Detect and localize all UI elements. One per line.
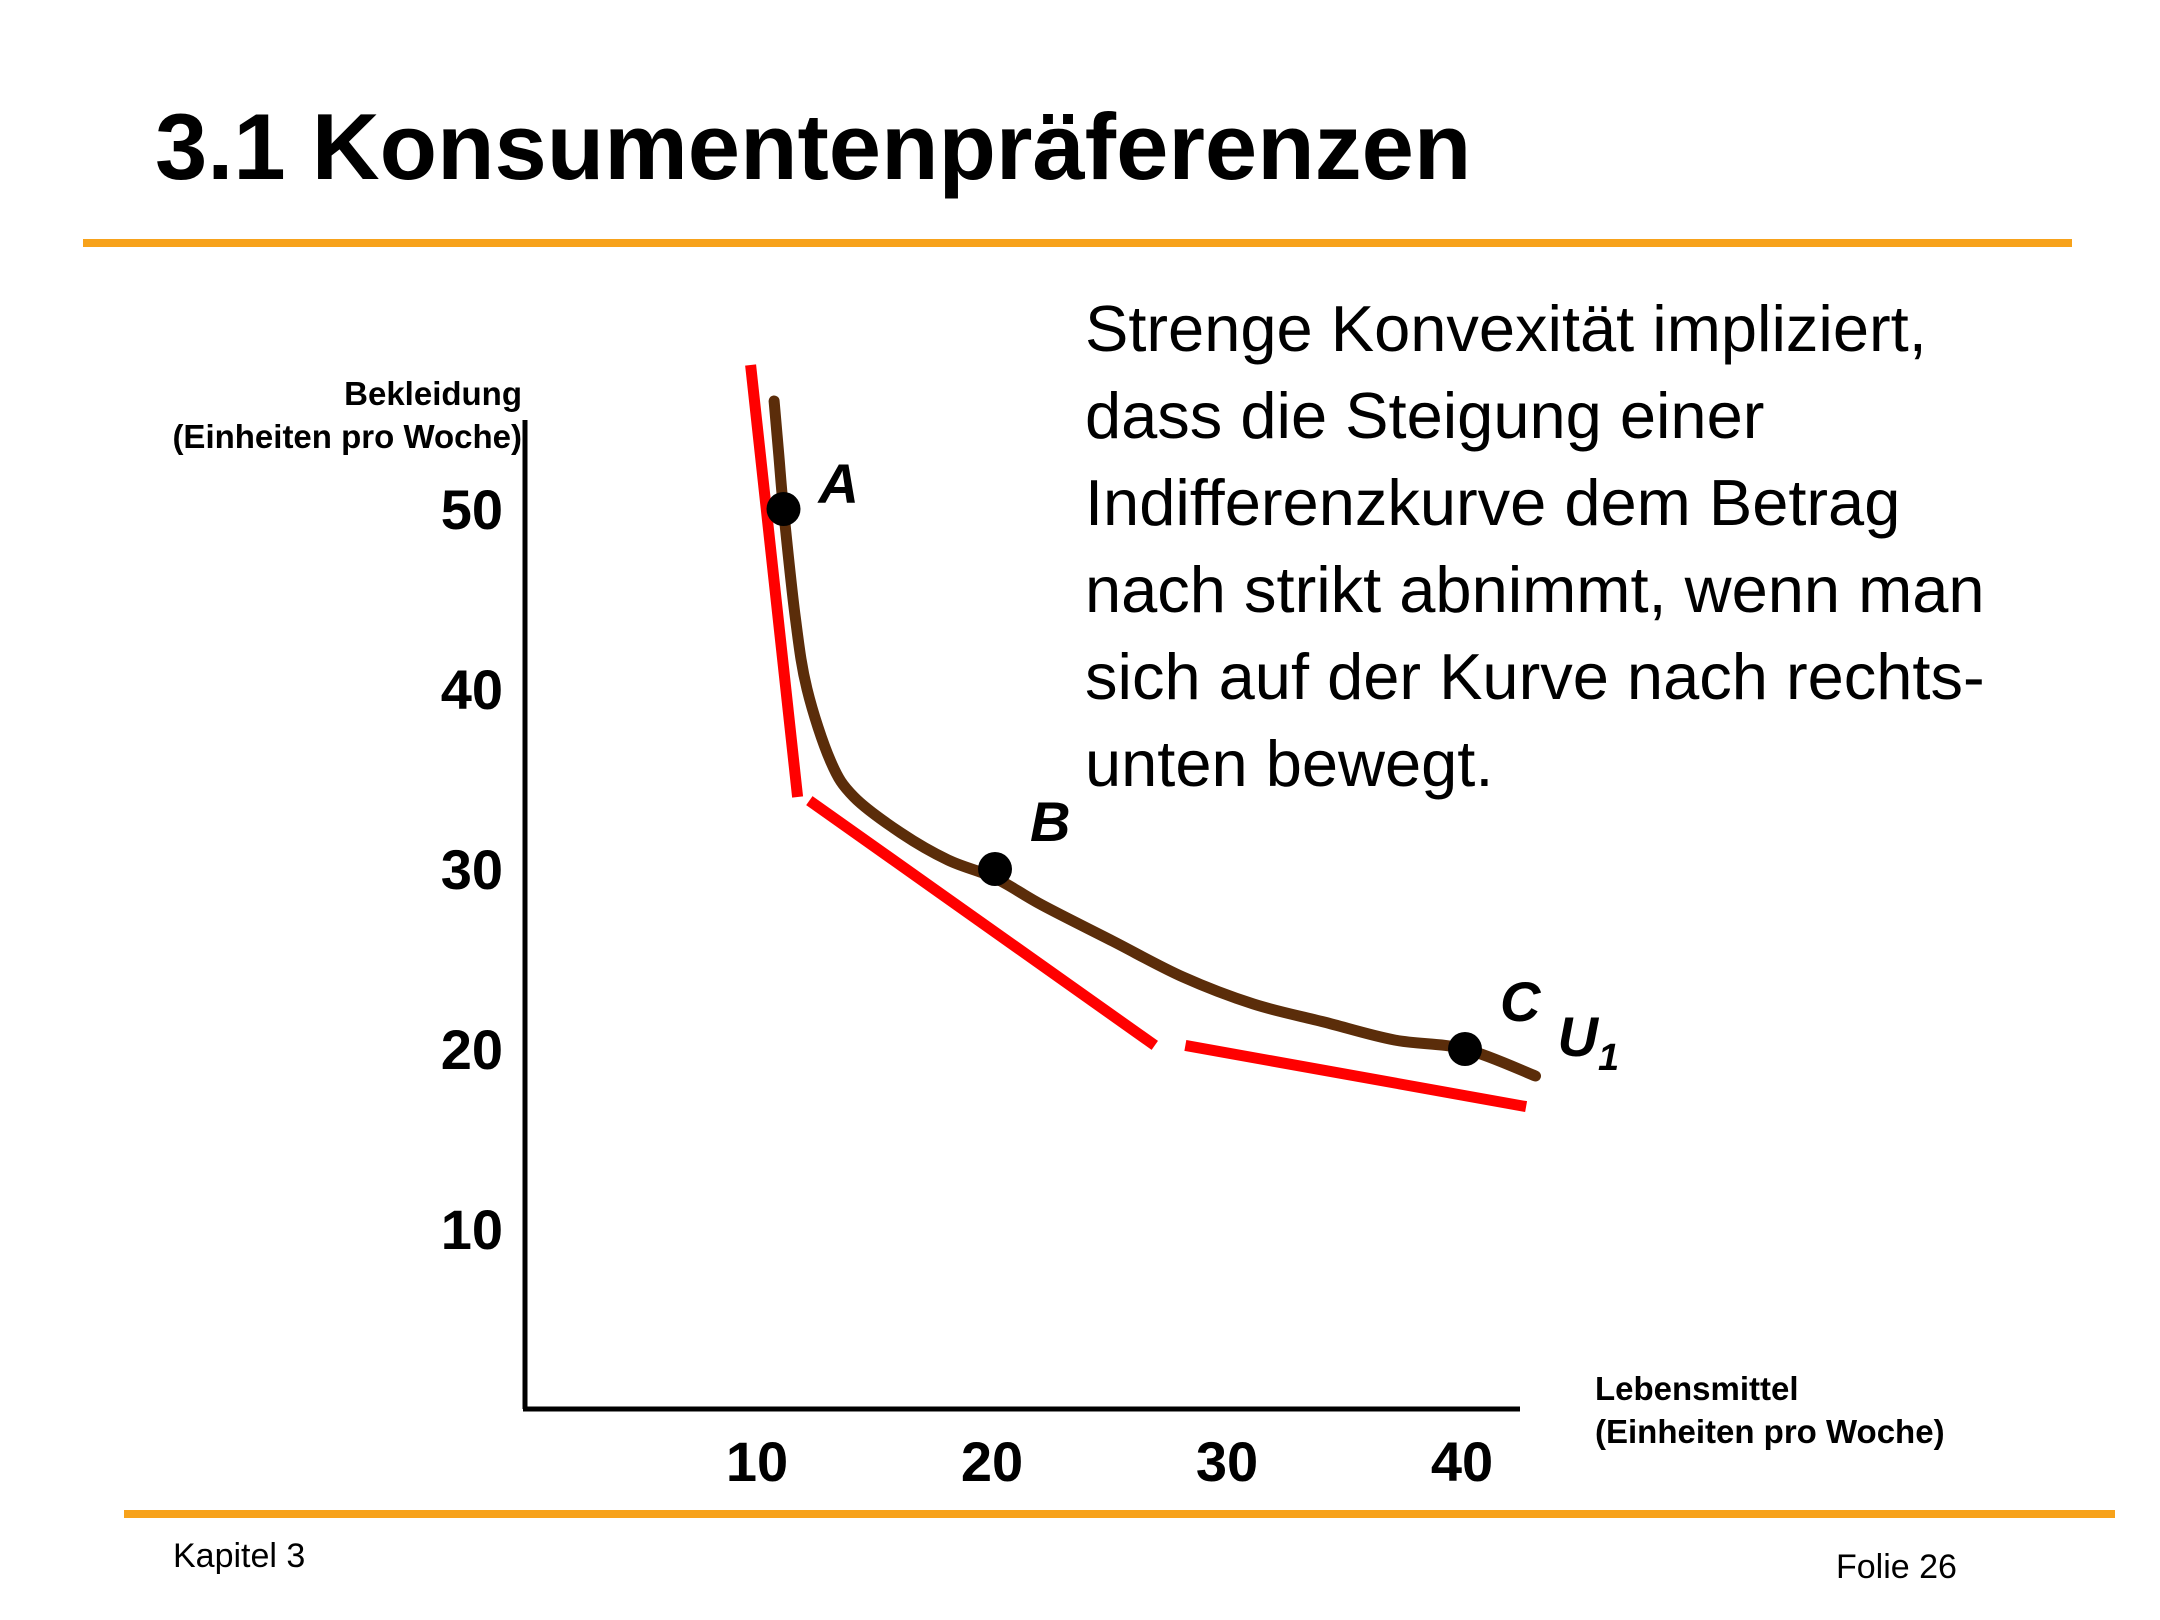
description-text: Strenge Konvexität impliziert, dass die … bbox=[1085, 285, 2135, 807]
y-tick-label: 20 bbox=[441, 1018, 503, 1081]
indifference-curve-u1 bbox=[768, 395, 1541, 1082]
slide-number: Folie 26 bbox=[1836, 1548, 1957, 1586]
point-a bbox=[766, 492, 801, 526]
footer-rule bbox=[124, 1510, 2115, 1518]
y-tick-label: 50 bbox=[441, 478, 503, 541]
description-line: sich auf der Kurve nach rechts- bbox=[1085, 640, 1985, 713]
title-underline bbox=[83, 239, 2072, 247]
point-label-a: A bbox=[817, 452, 859, 515]
x-axis-label: (Einheiten pro Woche) bbox=[1595, 1413, 1945, 1450]
y-axis-label: (Einheiten pro Woche) bbox=[172, 418, 522, 455]
x-axis-label: Lebensmittel bbox=[1595, 1370, 1799, 1407]
curve-label-u1: U1 bbox=[1558, 1005, 1620, 1079]
point-label-c: C bbox=[1500, 970, 1542, 1033]
slide-title: 3.1 Konsumentenpräferenzen bbox=[155, 94, 1472, 199]
point-label-b: B bbox=[1030, 790, 1070, 853]
y-axis-label: Bekleidung bbox=[344, 375, 522, 412]
y-tick-label: 10 bbox=[441, 1198, 503, 1261]
chapter-label: Kapitel 3 bbox=[173, 1537, 306, 1575]
x-tick-label: 40 bbox=[1431, 1430, 1493, 1493]
x-tick-label: 10 bbox=[726, 1430, 788, 1493]
description-line: Indifferenzkurve dem Betrag bbox=[1085, 466, 1901, 539]
description-line: Strenge Konvexität impliziert, bbox=[1085, 292, 1927, 365]
point-b bbox=[978, 852, 1012, 886]
point-c bbox=[1448, 1032, 1482, 1066]
description-line: nach strikt abnimmt, wenn man bbox=[1085, 553, 1985, 626]
description-line: dass die Steigung einer bbox=[1085, 379, 1765, 452]
tangent-line-b bbox=[806, 796, 1158, 1050]
y-tick-label: 30 bbox=[441, 838, 503, 901]
x-tick-label: 20 bbox=[961, 1430, 1023, 1493]
x-tick-label: 30 bbox=[1196, 1430, 1258, 1493]
y-tick-label: 40 bbox=[441, 658, 503, 721]
tangent-line-c bbox=[1184, 1039, 1528, 1113]
description-line: unten bewegt. bbox=[1085, 727, 1494, 800]
tangent-line-a bbox=[745, 364, 804, 798]
